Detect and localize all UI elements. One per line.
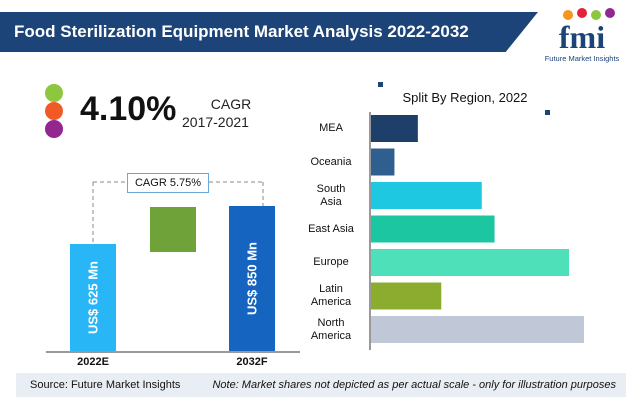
- region-bar-latin-america: [371, 282, 442, 310]
- region-category-label-line: North: [317, 316, 345, 329]
- forecast-bar-2032F: [229, 206, 275, 351]
- page-title: Food Sterilization Equipment Market Anal…: [14, 22, 469, 41]
- region-category-label-line: Asia: [320, 195, 342, 208]
- region-category-label: Europe: [300, 256, 362, 269]
- region-category-label: North America: [300, 317, 362, 343]
- header: Food Sterilization Equipment Market Anal…: [0, 0, 640, 70]
- cagr-value: 4.10%: [80, 90, 177, 128]
- region-category-label-line: Europe: [313, 256, 349, 268]
- region-bar-europe: [371, 249, 570, 276]
- orange-dot-icon: [45, 102, 63, 120]
- region-category-label: Oceania: [300, 156, 362, 169]
- forecast-bar-2022E: [70, 244, 116, 351]
- region-bar-oceania: [371, 148, 395, 176]
- logo-text: fmi: [559, 19, 605, 54]
- fmi-logo: fmi Future Market Insights: [528, 6, 636, 68]
- region-bar-north-america: [371, 316, 584, 343]
- fmi-logo-graphic: fmi: [559, 8, 615, 55]
- region-category-label: East Asia: [300, 223, 362, 236]
- footer-note: Note: Market shares not depicted as per …: [212, 379, 616, 391]
- region-category-label-line: South: [316, 182, 346, 195]
- region-category-label: Latin America: [300, 283, 362, 309]
- region-bar-south-asia: [371, 182, 482, 209]
- footer-source: Source: Future Market Insights: [30, 379, 181, 391]
- square-icon: [545, 110, 550, 115]
- forecast-bar-value-label: US$ 625 Mn: [85, 260, 101, 334]
- region-bar-east-asia: [371, 215, 495, 243]
- forecast-increment-block: [150, 207, 196, 252]
- region-category-label: MEA: [300, 122, 362, 135]
- footer: Source: Future Market Insights Note: Mar…: [16, 373, 626, 397]
- forecast-category-label: 2032F: [236, 356, 268, 368]
- purple-dot-icon: [45, 120, 63, 138]
- square-icon: [378, 82, 383, 87]
- region-category-label: South Asia: [300, 183, 362, 209]
- region-category-label-line: Oceania: [310, 155, 352, 168]
- region-category-label-line: America: [310, 329, 352, 342]
- region-category-label-line: MEA: [319, 122, 343, 134]
- region-bar-mea: [371, 115, 418, 142]
- green-dot-icon: [45, 84, 63, 102]
- region-category-label-line: East Asia: [308, 222, 354, 235]
- cagr-period: 2017-2021: [182, 114, 249, 130]
- cagr-forecast-label: CAGR 5.75%: [127, 173, 209, 193]
- region-category-label-line: America: [310, 296, 352, 308]
- logo-tagline: Future Market Insights: [544, 54, 620, 63]
- forecast-category-label: 2022E: [77, 356, 109, 368]
- region-chart-title: Split By Region, 2022: [402, 90, 528, 105]
- region-category-label-line: Latin: [319, 283, 343, 295]
- forecast-bar-value-label: US$ 850 Mn: [244, 241, 260, 315]
- title-band: [0, 12, 538, 52]
- cagr-label: CAGR: [210, 96, 252, 112]
